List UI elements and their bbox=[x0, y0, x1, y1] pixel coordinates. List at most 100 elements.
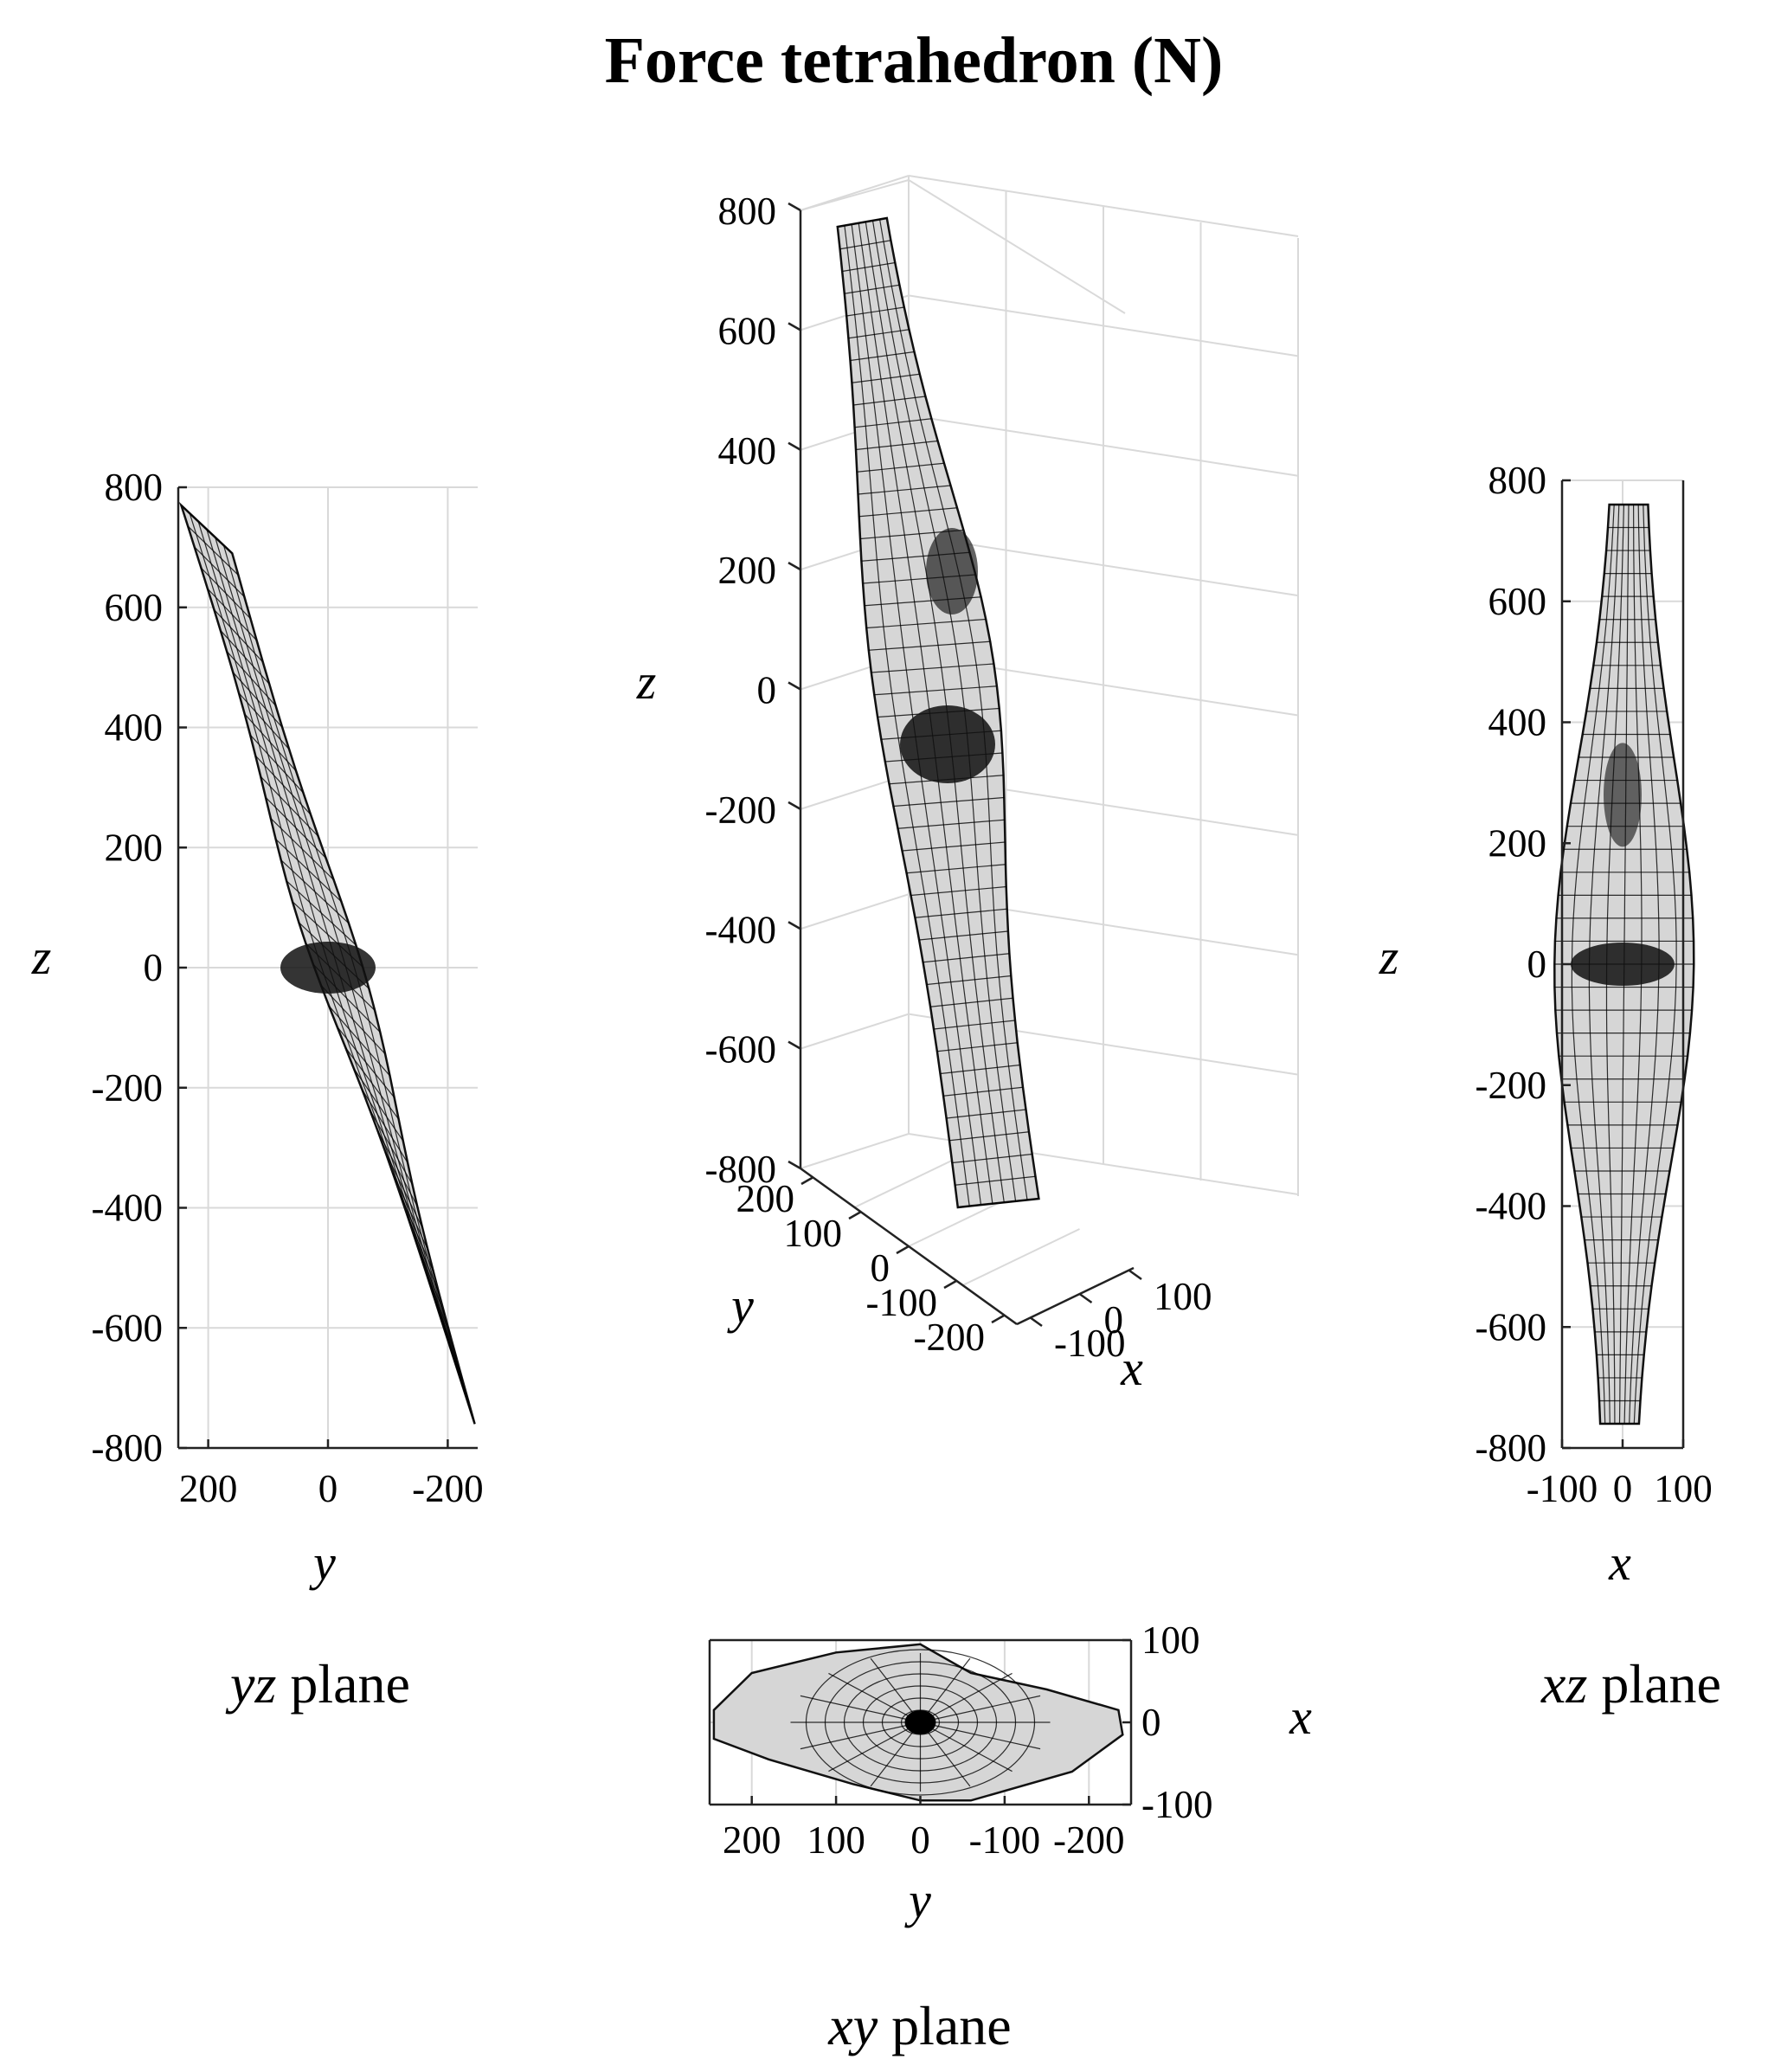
3d-panel: 8006004002000-200-400-600-8002001000-100… bbox=[636, 175, 1299, 1396]
xz-tick-labels: -100 0 100 800 600 400 200 0 -200 -400 -600 -800 bbox=[1475, 459, 1713, 1510]
yz-sheet-trans-10 bbox=[244, 713, 297, 772]
yz-caption-italic: yz bbox=[225, 1653, 276, 1715]
3d-ytick-label-4: -200 bbox=[914, 1316, 986, 1359]
yz-sheet-trans-0 bbox=[181, 505, 233, 554]
3d-xtick-mark-0 bbox=[1029, 1316, 1043, 1328]
yz-sheet-trans-24 bbox=[328, 1006, 390, 1077]
3d-y-axis-label: y bbox=[727, 1277, 754, 1334]
xy-surface-projection bbox=[712, 1643, 1124, 1802]
yz-sheet-trans-15 bbox=[270, 818, 334, 880]
3d-ztick-mark-8 bbox=[788, 1160, 801, 1170]
xz-ytick-label-6: -400 bbox=[1475, 1185, 1547, 1228]
3d-sheet-trans-6 bbox=[850, 351, 915, 362]
yz-x-axis-label: y bbox=[309, 1535, 336, 1591]
xz-ytick-label-5: -200 bbox=[1475, 1064, 1547, 1107]
3d-sheet-trans-11 bbox=[857, 462, 945, 473]
xy-spoke-3 bbox=[920, 1721, 971, 1787]
3d-xtick-label-0: -100 bbox=[1054, 1322, 1126, 1365]
yz-sheet-trans-33 bbox=[399, 1194, 434, 1272]
yz-sheet-trans-25 bbox=[337, 1026, 395, 1098]
yz-sheet-trans-37 bbox=[427, 1277, 458, 1360]
3d-ztick-mark-2 bbox=[788, 441, 801, 451]
3d-ytick-label-1: 100 bbox=[784, 1212, 843, 1255]
3d-top-edge-left bbox=[800, 179, 910, 211]
3d-sheet-trans-12 bbox=[858, 485, 951, 495]
xy-x-axis-label: y bbox=[904, 1872, 931, 1928]
3d-ytick-mark-1 bbox=[848, 1210, 862, 1220]
xz-caption-rest: plane bbox=[1587, 1653, 1721, 1715]
3d-zgrid-back-0 bbox=[908, 175, 1299, 237]
yz-sheet-trans-7 bbox=[226, 651, 277, 706]
3d-surface bbox=[836, 216, 1040, 1209]
xy-axes bbox=[708, 1638, 1133, 1806]
3d-ztick-mark-3 bbox=[788, 562, 801, 571]
yz-sheet-trans-23 bbox=[320, 984, 386, 1055]
yz-sheet-trans-5 bbox=[213, 608, 264, 663]
xz-ytick-label-2: 400 bbox=[1488, 701, 1547, 744]
yz-sheet-trans-32 bbox=[392, 1173, 428, 1251]
yz-xtick-label-0: 200 bbox=[179, 1467, 238, 1510]
xy-spoke-11 bbox=[870, 1657, 921, 1723]
3d-dense-core bbox=[900, 705, 995, 783]
yz-tick-labels: 200 0 -200 800 600 400 200 0 -200 -400 -600 -800 bbox=[92, 466, 484, 1510]
xy-y-axis-label: x bbox=[1289, 1689, 1312, 1745]
3d-sheet-trans-36 bbox=[933, 1020, 1016, 1030]
3d-xtick-label-2: 100 bbox=[1154, 1275, 1212, 1318]
3d-dense-upper bbox=[926, 528, 978, 615]
3d-ytick-mark-3 bbox=[943, 1279, 957, 1290]
xz-xtick-label-0: -100 bbox=[1527, 1467, 1598, 1510]
3d-xtick-mark-1 bbox=[1078, 1292, 1093, 1304]
xy-xtick-label-1: 100 bbox=[807, 1818, 865, 1862]
3d-sheet-trans-35 bbox=[929, 997, 1013, 1007]
3d-sheet-trans-34 bbox=[926, 975, 1012, 986]
xy-spoke-1 bbox=[920, 1721, 1041, 1750]
3d-sheet-trans-20 bbox=[871, 663, 994, 673]
3d-ytick-label-3: -100 bbox=[866, 1281, 938, 1324]
yz-sheet-trans-30 bbox=[377, 1130, 418, 1207]
yz-ytick-label-1: 600 bbox=[105, 586, 164, 629]
3d-ztick-label-0: 800 bbox=[718, 190, 777, 233]
3d-sheet-trans-27 bbox=[897, 819, 1005, 829]
3d-ztick-mark-1 bbox=[788, 322, 801, 331]
3d-sheet-trans-28 bbox=[902, 841, 1006, 852]
3d-sheet-trans-30 bbox=[910, 885, 1006, 897]
3d-sheet-trans-41 bbox=[948, 1131, 1030, 1142]
3d-ztick-label-6: -400 bbox=[705, 908, 777, 951]
3d-ztick-mark-6 bbox=[788, 921, 801, 930]
yz-sheet-trans-13 bbox=[260, 775, 319, 837]
3d-ytick-mark-0 bbox=[800, 1175, 814, 1186]
xy-spoke-13 bbox=[920, 1657, 971, 1723]
yz-sheet-trans-38 bbox=[434, 1297, 464, 1381]
3d-z-axis-label: z bbox=[636, 653, 657, 710]
yz-caption-rest: plane bbox=[276, 1653, 410, 1715]
3d-sheet-trans-31 bbox=[915, 908, 1007, 918]
3d-sheet-trans-26 bbox=[893, 796, 1005, 808]
yz-sheet-trans-16 bbox=[275, 839, 342, 903]
yz-sheet-trans-1 bbox=[187, 525, 239, 576]
3d-xtick-label-1: 0 bbox=[1104, 1298, 1124, 1342]
3d-sheet-trans-29 bbox=[906, 864, 1006, 874]
3d-sheet-trans-10 bbox=[855, 440, 938, 451]
xz-xtick-label-1: 0 bbox=[1613, 1467, 1633, 1510]
yz-sheet-trans-31 bbox=[384, 1151, 423, 1229]
3d-axes bbox=[788, 202, 1142, 1328]
3d-sheet-trans-43 bbox=[955, 1175, 1036, 1186]
3d-ytick-label-0: 200 bbox=[736, 1177, 795, 1220]
3d-sheet-trans-32 bbox=[919, 930, 1008, 941]
3d-sheet-trans-2 bbox=[842, 261, 896, 273]
yz-sheet-trans-9 bbox=[238, 692, 290, 750]
yz-sheet-trans-2 bbox=[194, 546, 245, 598]
yz-dense-core bbox=[280, 942, 376, 994]
3d-ztick-label-5: -200 bbox=[705, 788, 777, 832]
yz-sheet-trans-3 bbox=[200, 567, 251, 620]
yz-ytick-label-0: 800 bbox=[105, 466, 164, 509]
3d-sheet-trans-37 bbox=[936, 1042, 1018, 1052]
xz-ytick-label-0: 800 bbox=[1488, 459, 1547, 502]
3d-ztick-label-1: 600 bbox=[718, 309, 777, 352]
3d-sheet-trans-4 bbox=[846, 306, 904, 317]
3d-ztick-label-4: 0 bbox=[757, 669, 777, 712]
xy-spoke-6 bbox=[828, 1721, 921, 1773]
yz-sheet-trans-11 bbox=[249, 734, 304, 794]
3d-zgrid-left-6 bbox=[800, 893, 910, 930]
